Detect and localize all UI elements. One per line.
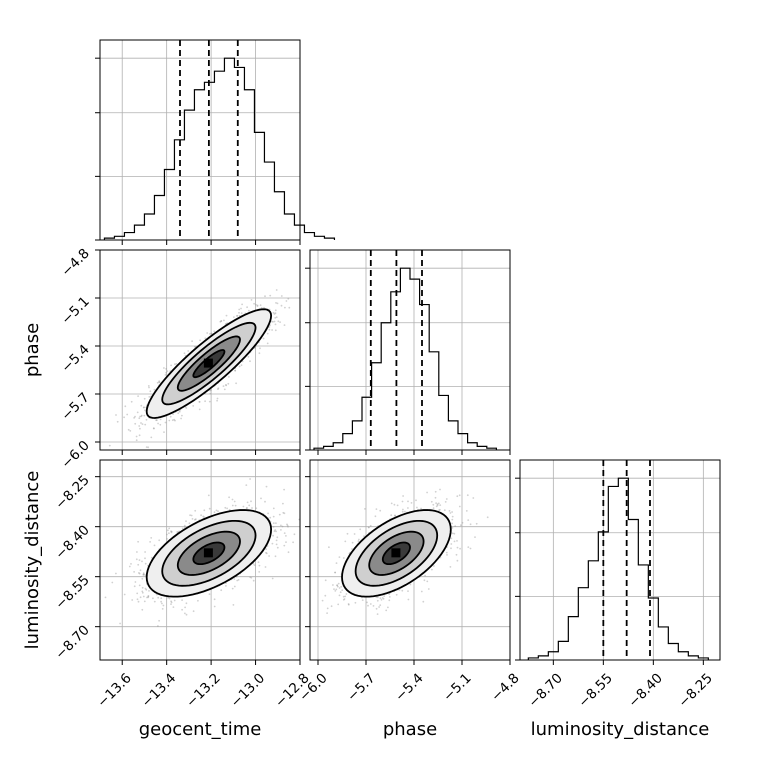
contour-0-2 — [176, 335, 241, 392]
ytick-label-phase-3: −5.1 — [58, 294, 92, 328]
xtick-label-phase-2: −5.4 — [392, 670, 426, 704]
histogram-phase — [313, 267, 497, 450]
xtick-label-luminosity_distance-1: −8.55 — [575, 670, 616, 711]
contour-0-3 — [192, 349, 226, 379]
xlabel-luminosity_distance: luminosity_distance — [531, 719, 710, 740]
ytick-label-luminosity_distance-3: −8.25 — [52, 472, 93, 513]
hist-frame-geocent_time — [99, 39, 301, 241]
xlabel-geocent_time: geocent_time — [139, 719, 262, 740]
contour-1-0 — [145, 509, 273, 598]
ytick-label-luminosity_distance-0: −8.70 — [52, 622, 93, 663]
xtick-label-geocent_time-2: −13.2 — [183, 670, 224, 711]
density-peak-0 — [203, 358, 213, 368]
contour-2-1 — [354, 519, 439, 587]
contour-0-0 — [145, 308, 273, 419]
ytick-label-phase-2: −5.4 — [58, 342, 92, 376]
ylabel-luminosity_distance: luminosity_distance — [22, 471, 43, 650]
density-peak-1 — [203, 548, 213, 558]
contour-0-1 — [161, 321, 257, 406]
contour-1-1 — [161, 519, 257, 587]
ytick-label-luminosity_distance-1: −8.55 — [52, 572, 93, 613]
xtick-label-geocent_time-0: −13.6 — [94, 670, 135, 711]
hist-panel-phase — [305, 249, 511, 455]
scatter-frame-1 — [99, 459, 301, 661]
xlabel-phase: phase — [383, 719, 437, 740]
xtick-label-phase-4: −4.8 — [488, 670, 522, 704]
ytick-label-phase-0: −6.0 — [58, 438, 92, 472]
ytick-label-luminosity_distance-2: −8.40 — [52, 522, 93, 563]
xtick-label-luminosity_distance-3: −8.25 — [675, 670, 716, 711]
scatter-frame-0 — [99, 249, 301, 451]
xtick-label-geocent_time-3: −13.0 — [228, 670, 269, 711]
ylabel-phase: phase — [22, 323, 43, 377]
contour-2-2 — [368, 530, 425, 576]
xtick-label-phase-3: −5.1 — [440, 670, 474, 704]
contour-2-0 — [341, 509, 452, 598]
hist-panel-luminosity_distance — [515, 459, 721, 665]
contour-1-2 — [176, 530, 241, 576]
ytick-label-phase-1: −5.7 — [58, 390, 92, 424]
scatter-frame-2 — [309, 459, 511, 661]
hist-frame-luminosity_distance — [519, 459, 721, 661]
ytick-label-phase-4: −4.8 — [58, 246, 92, 280]
hist-frame-phase — [309, 249, 511, 451]
xtick-label-luminosity_distance-0: −8.70 — [525, 670, 566, 711]
xtick-label-geocent_time-1: −13.4 — [139, 670, 180, 711]
density-peak-2 — [391, 548, 401, 558]
histogram-luminosity_distance — [527, 477, 709, 660]
scatter-panel-geocent_time-luminosity_distance — [95, 459, 301, 665]
hist-panel-geocent_time — [95, 39, 336, 245]
scatter-panel-geocent_time-phase — [95, 249, 301, 455]
scatter-panel-phase-luminosity_distance — [305, 459, 511, 665]
xtick-label-luminosity_distance-2: −8.40 — [625, 670, 666, 711]
histogram-geocent_time — [103, 57, 336, 240]
contour-1-3 — [192, 541, 226, 566]
contour-2-3 — [381, 541, 411, 566]
xtick-label-phase-1: −5.7 — [344, 670, 378, 704]
